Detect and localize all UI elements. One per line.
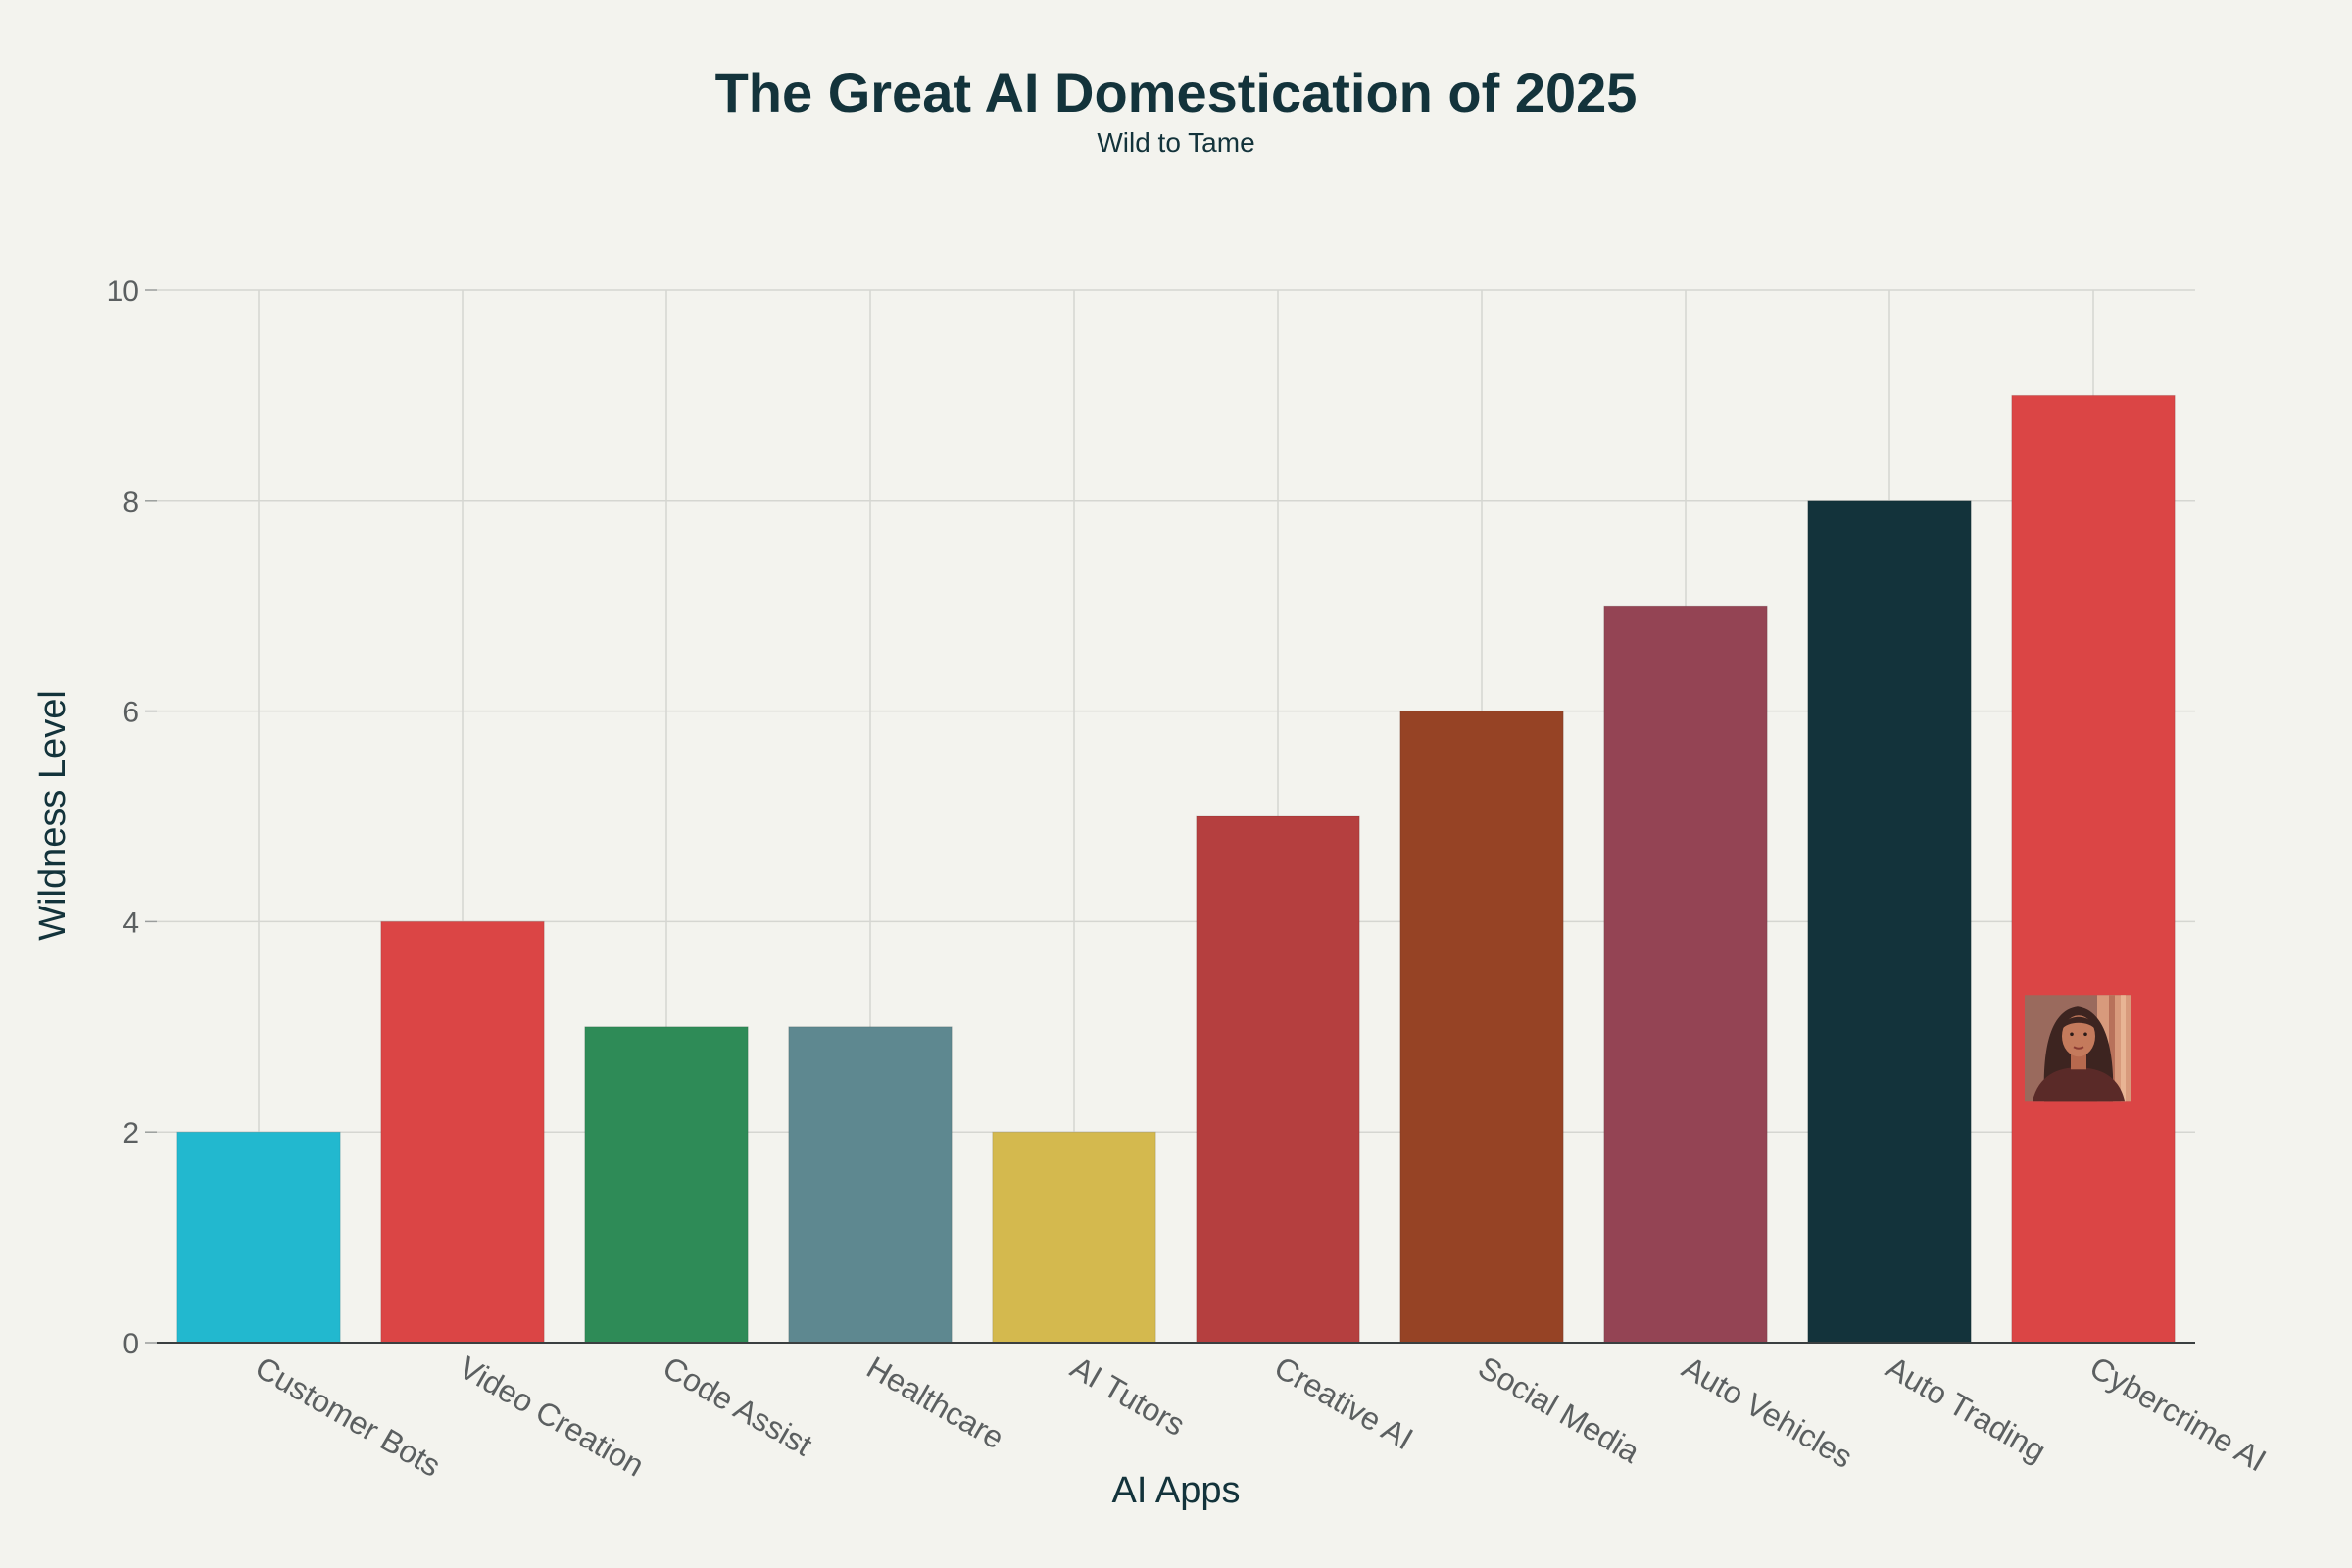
x-tick-label: Auto Vehicles	[1677, 1349, 1859, 1475]
portrait-shoulders	[2033, 1067, 2125, 1102]
bar-auto-vehicles	[1603, 605, 1768, 1344]
bar-social-media	[1399, 710, 1564, 1344]
portrait-curtain-stripe	[2109, 995, 2115, 1102]
y-tick-labels: 0 2 4 6 8 10	[107, 275, 157, 1360]
x-axis-label: AI Apps	[1112, 1470, 1241, 1511]
portrait-eye	[2070, 1032, 2074, 1037]
y-tick-label: 6	[122, 697, 139, 729]
portrait-face	[2062, 1015, 2095, 1057]
y-tick-label: 2	[122, 1117, 139, 1150]
y-axis-label: Wildness Level	[32, 690, 74, 941]
x-tick-label: Auto Trading	[1881, 1349, 2052, 1469]
x-tick-label: Cybercrime AI	[2084, 1349, 2273, 1479]
bar-healthcare	[788, 1026, 953, 1344]
bars	[176, 394, 2176, 1344]
x-tick-label: Creative AI	[1269, 1349, 1420, 1456]
x-tick-label: Customer Bots	[250, 1349, 447, 1484]
bar-auto-trading	[1807, 500, 1972, 1344]
portrait-mouth	[2073, 1046, 2084, 1050]
chart-title: The Great AI Domestication of 2025	[715, 62, 1638, 123]
portrait-image	[2025, 995, 2131, 1102]
x-tick-label: Social Media	[1473, 1349, 1646, 1470]
x-tick-label: Healthcare	[861, 1349, 1010, 1456]
x-tick-label: AI Tutors	[1065, 1349, 1192, 1443]
y-tick-label: 10	[107, 275, 139, 308]
bar-customer-bots	[176, 1131, 341, 1344]
bar-cybercrime-ai	[2011, 394, 2176, 1344]
portrait-curtain-stripe	[2121, 995, 2126, 1102]
portrait-neck	[2071, 1052, 2086, 1070]
x-tick-labels: Customer Bots Video Creation Code Assist He…	[250, 1349, 2273, 1484]
chart-subtitle: Wild to Tame	[1097, 127, 1254, 158]
bar-video-creation	[380, 920, 545, 1344]
x-tick-label: Video Creation	[454, 1349, 651, 1484]
bar-creative-ai	[1196, 815, 1360, 1344]
y-tick-label: 4	[122, 906, 139, 939]
portrait-fringe	[2061, 1016, 2096, 1031]
x-tick-label: Code Assist	[658, 1349, 818, 1463]
y-tick-label: 0	[122, 1328, 139, 1360]
y-tick-label: 8	[122, 486, 139, 518]
bar-code-assist	[584, 1026, 749, 1344]
portrait-eye	[2083, 1032, 2087, 1037]
bar-ai-tutors	[992, 1131, 1156, 1344]
annotations	[2025, 995, 2131, 1102]
